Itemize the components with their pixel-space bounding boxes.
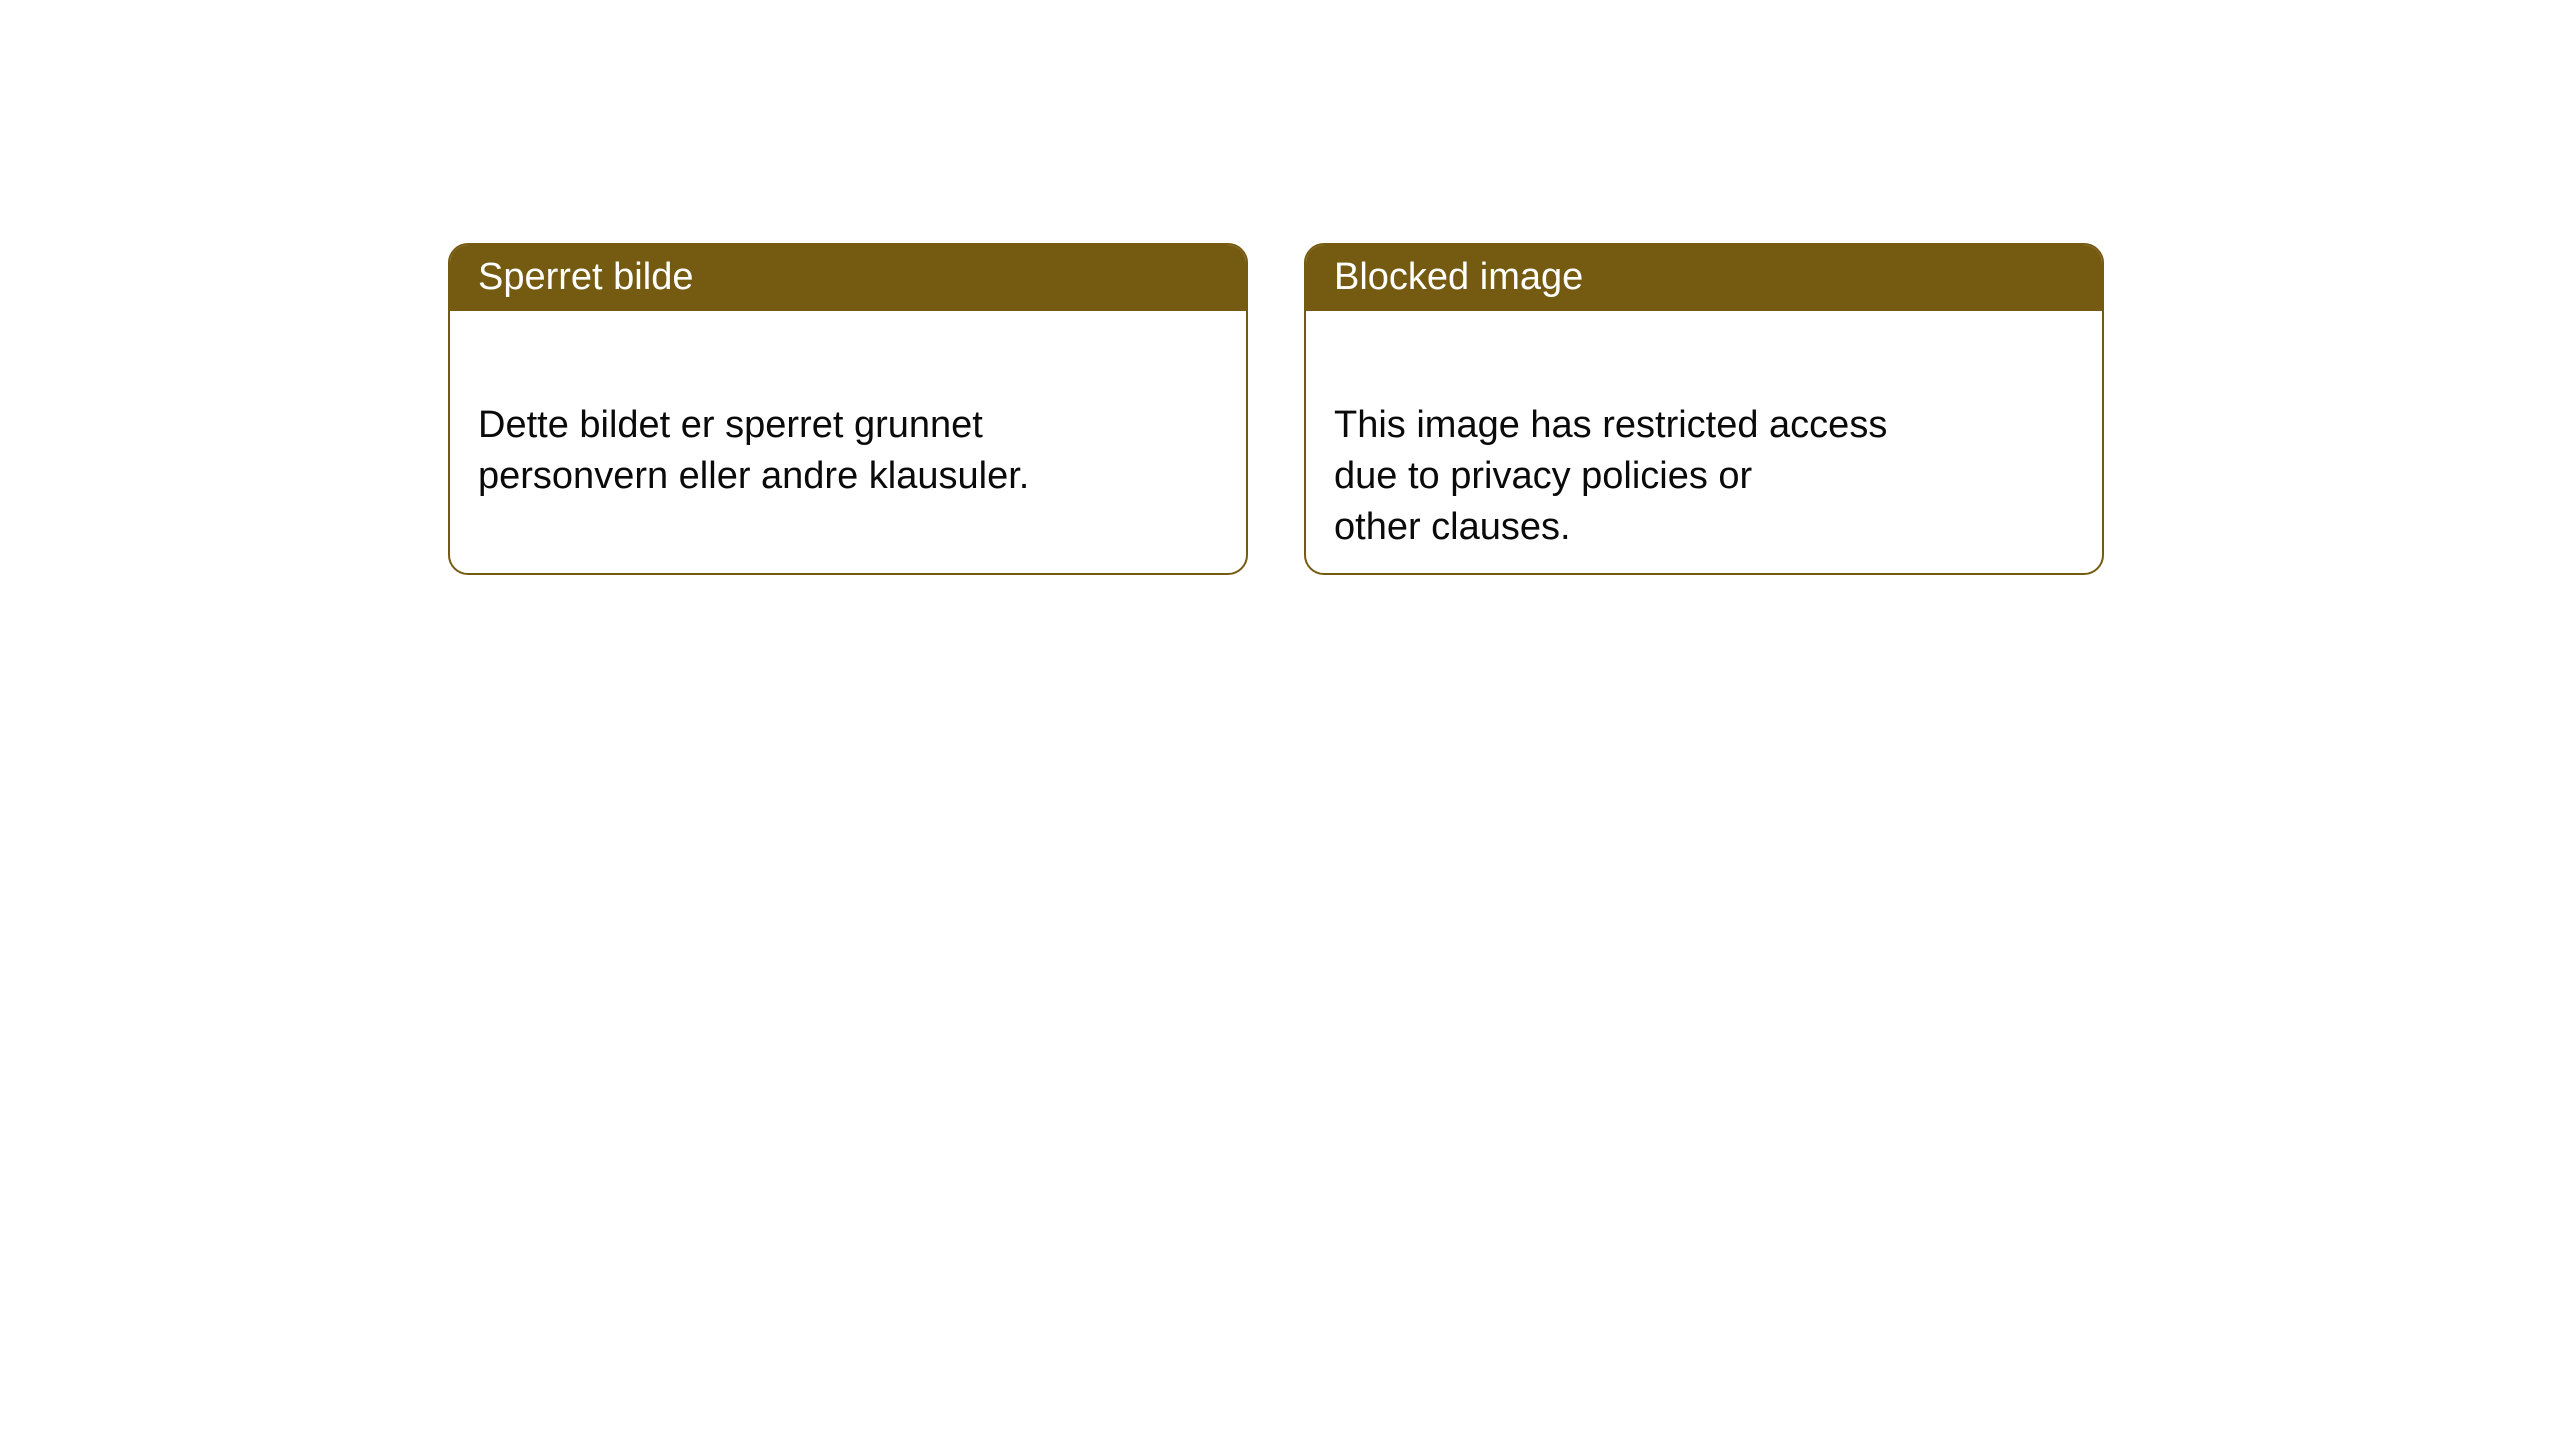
card-title: Sperret bilde — [478, 256, 693, 298]
card-body: This image has restricted access due to … — [1306, 311, 2102, 575]
card-body: Dette bildet er sperret grunnet personve… — [450, 311, 1246, 541]
blocked-image-card-en: Blocked image This image has restricted … — [1304, 243, 2104, 575]
card-header: Sperret bilde — [450, 245, 1246, 311]
card-body-text: Dette bildet er sperret grunnet personve… — [478, 404, 1029, 497]
cards-container: Sperret bilde Dette bildet er sperret gr… — [0, 0, 2560, 575]
card-header: Blocked image — [1306, 245, 2102, 311]
card-body-text: This image has restricted access due to … — [1334, 404, 1887, 549]
blocked-image-card-no: Sperret bilde Dette bildet er sperret gr… — [448, 243, 1248, 575]
card-title: Blocked image — [1334, 256, 1583, 298]
